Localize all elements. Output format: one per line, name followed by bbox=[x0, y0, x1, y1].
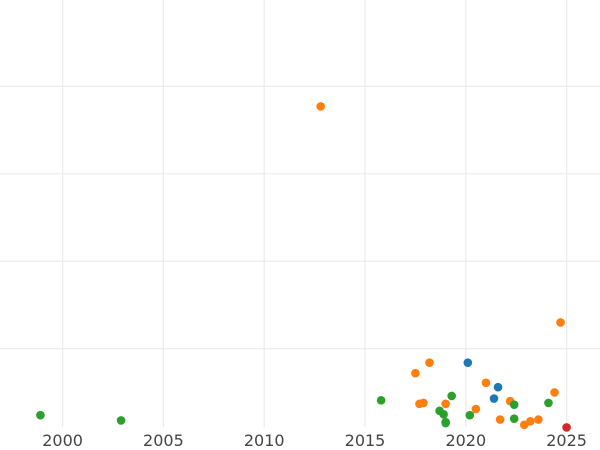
x-axis-ticks: 2000 2005 2010 2015 2020 2025 bbox=[42, 431, 587, 450]
data-point bbox=[465, 410, 475, 420]
x-tick-label: 2005 bbox=[143, 431, 184, 450]
data-point bbox=[481, 378, 491, 388]
data-point bbox=[447, 391, 456, 401]
data-point bbox=[376, 395, 386, 405]
data-point bbox=[116, 416, 126, 425]
data-point bbox=[411, 368, 420, 378]
data-point bbox=[509, 400, 519, 409]
data-point bbox=[495, 415, 505, 424]
data-point bbox=[489, 394, 499, 403]
x-tick-label: 2020 bbox=[445, 431, 486, 450]
data-point bbox=[493, 382, 503, 392]
data-point bbox=[544, 398, 553, 408]
data-point bbox=[550, 388, 559, 397]
data-point bbox=[441, 417, 450, 427]
x-tick-label: 2025 bbox=[546, 431, 587, 450]
data-point bbox=[471, 404, 481, 414]
data-point bbox=[509, 414, 519, 423]
data-point bbox=[463, 358, 473, 367]
data-point bbox=[439, 409, 448, 419]
data-point bbox=[425, 358, 434, 367]
data-point bbox=[534, 415, 543, 424]
grid bbox=[0, 0, 600, 427]
data-point bbox=[316, 102, 325, 111]
data-points bbox=[36, 102, 571, 432]
data-point bbox=[36, 410, 45, 420]
data-point bbox=[419, 398, 428, 408]
data-point bbox=[562, 423, 571, 432]
data-point bbox=[526, 416, 535, 426]
x-tick-label: 2010 bbox=[244, 431, 285, 450]
x-tick-label: 2000 bbox=[42, 431, 83, 450]
data-point bbox=[556, 318, 565, 327]
data-point bbox=[441, 399, 450, 409]
x-tick-label: 2015 bbox=[345, 431, 386, 450]
